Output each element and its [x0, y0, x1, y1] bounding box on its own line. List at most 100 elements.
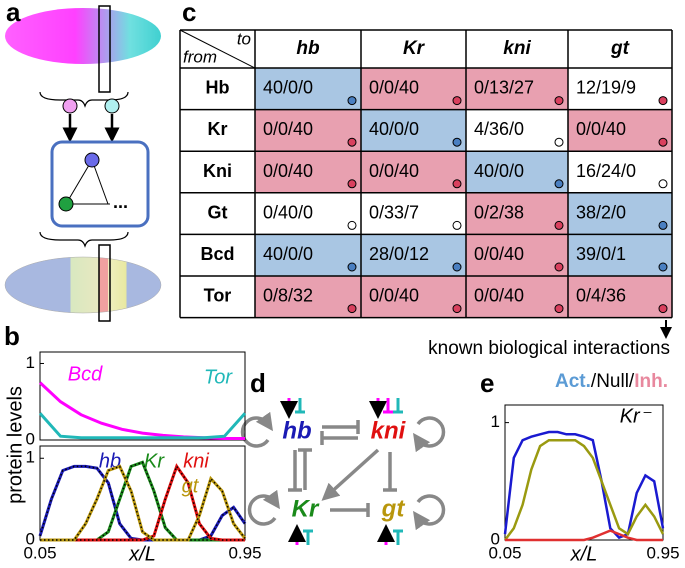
- series-line: [505, 529, 663, 542]
- table-cell: [466, 151, 568, 193]
- cell-value: 40/0/0: [474, 161, 524, 181]
- x-tick-label: 0.05: [488, 543, 521, 562]
- interaction-dot: [658, 137, 668, 147]
- cell-value: 0/40/0: [263, 202, 313, 222]
- cell-value: 40/0/0: [263, 244, 313, 264]
- y-axis-label: protein levels: [4, 386, 26, 504]
- interaction-dot: [347, 262, 357, 272]
- interaction-dot: [554, 96, 564, 106]
- table-cell: [466, 192, 568, 235]
- interaction-dot: [658, 262, 668, 272]
- column-header: hb: [296, 38, 320, 59]
- interaction-dot: [658, 220, 668, 230]
- table-cell: [361, 192, 466, 235]
- y-tick-label: 0: [26, 429, 35, 448]
- cell-value: 40/0/0: [263, 78, 313, 98]
- table-cell: [361, 151, 466, 193]
- cell-value: 28/0/12: [369, 244, 429, 264]
- interaction-dot: [452, 137, 462, 147]
- cell-value: 0/8/32: [263, 286, 313, 306]
- y-tick-label: 0: [26, 529, 35, 548]
- table-cell: [568, 151, 672, 193]
- cell-value: 0/0/40: [369, 78, 419, 98]
- cell-value: 0/0/40: [474, 244, 524, 264]
- y-tick-label: 1: [491, 412, 500, 431]
- plot-frame: [39, 351, 246, 441]
- interaction-dot: [554, 220, 564, 230]
- cell-value: 0/2/38: [474, 202, 524, 222]
- gene-node: kni: [371, 417, 407, 444]
- table-cell: [255, 109, 361, 152]
- panel-label: c: [182, 0, 196, 27]
- cell-value: 0/0/40: [369, 161, 419, 181]
- series-line: [504, 438, 665, 541]
- interaction-dot: [347, 220, 357, 230]
- cell-value: 0/0/40: [263, 161, 313, 181]
- legend-entry: /Null/: [591, 371, 635, 392]
- cell-value: 0/0/40: [263, 119, 313, 139]
- cell-value: 4/36/0: [474, 119, 524, 139]
- embryo-diagram: ...: [4, 5, 162, 322]
- table-cell: [361, 68, 466, 110]
- series-line: [38, 412, 247, 440]
- column-header: kni: [503, 38, 531, 59]
- gene-node: Kr: [292, 495, 320, 522]
- interaction-dot: [554, 179, 564, 189]
- series-label: Kr: [144, 450, 165, 472]
- x-axis-label: x/L: [570, 543, 598, 565]
- table-cell: [255, 234, 361, 276]
- panel-label: e: [480, 368, 494, 398]
- table-cell: [255, 192, 361, 235]
- series-dots: [39, 465, 246, 541]
- annotation: known biological interactions: [428, 338, 670, 359]
- interaction-dot: [347, 137, 357, 147]
- table-cell: [361, 234, 466, 276]
- chart-title: Kr⁻: [620, 405, 652, 427]
- column-header: Kr: [403, 38, 426, 59]
- column-header: gt: [610, 38, 630, 59]
- network-edges: [240, 411, 446, 531]
- interaction-dot: [347, 179, 357, 189]
- row-label: Hb: [206, 78, 230, 98]
- plot-frame: [39, 445, 246, 541]
- cell-value: 0/4/36: [576, 286, 626, 306]
- interaction-dot: [452, 179, 462, 189]
- series-dots: [40, 461, 245, 541]
- cell-value: 16/24/0: [576, 161, 636, 181]
- row-label: Gt: [208, 202, 228, 222]
- cell-value: 0/0/40: [474, 286, 524, 306]
- interaction-dot: [554, 137, 564, 147]
- row-label: Tor: [204, 286, 232, 306]
- row-label: Bcd: [200, 244, 234, 264]
- cell-value: 39/0/1: [576, 244, 626, 264]
- interaction-dot: [347, 304, 357, 314]
- y-tick-label: 1: [26, 353, 35, 372]
- row-label: Kr: [207, 119, 227, 139]
- interaction-dot: [452, 96, 462, 106]
- interaction-dot: [658, 179, 668, 189]
- series-line: [40, 464, 247, 542]
- interaction-dot: [452, 262, 462, 272]
- cell-value: 0/13/27: [474, 78, 534, 98]
- interaction-dot: [658, 96, 668, 106]
- svg-text:...: ...: [113, 192, 128, 212]
- series-line: [38, 381, 245, 440]
- panel-label: b: [4, 321, 20, 351]
- x-tick-label: 0.05: [23, 543, 56, 562]
- legend: Act./Null/Inh.: [555, 371, 668, 392]
- series-dots: [40, 464, 245, 541]
- cell-value: 0/0/40: [369, 286, 419, 306]
- table-cell: [568, 192, 672, 235]
- x-tick-label: 0.95: [646, 543, 679, 562]
- interaction-dot: [452, 304, 462, 314]
- x-tick-label: 0.95: [228, 543, 261, 562]
- panel-label: d: [250, 368, 266, 398]
- gene-node: gt: [381, 495, 406, 522]
- table-cell: [466, 68, 568, 110]
- legend-entry: Inh.: [634, 371, 668, 392]
- cell-value: 38/2/0: [576, 202, 626, 222]
- interaction-dot: [452, 220, 462, 230]
- gene-node: hb: [282, 417, 311, 444]
- interaction-dot: [658, 304, 668, 314]
- table-cell: [568, 68, 672, 110]
